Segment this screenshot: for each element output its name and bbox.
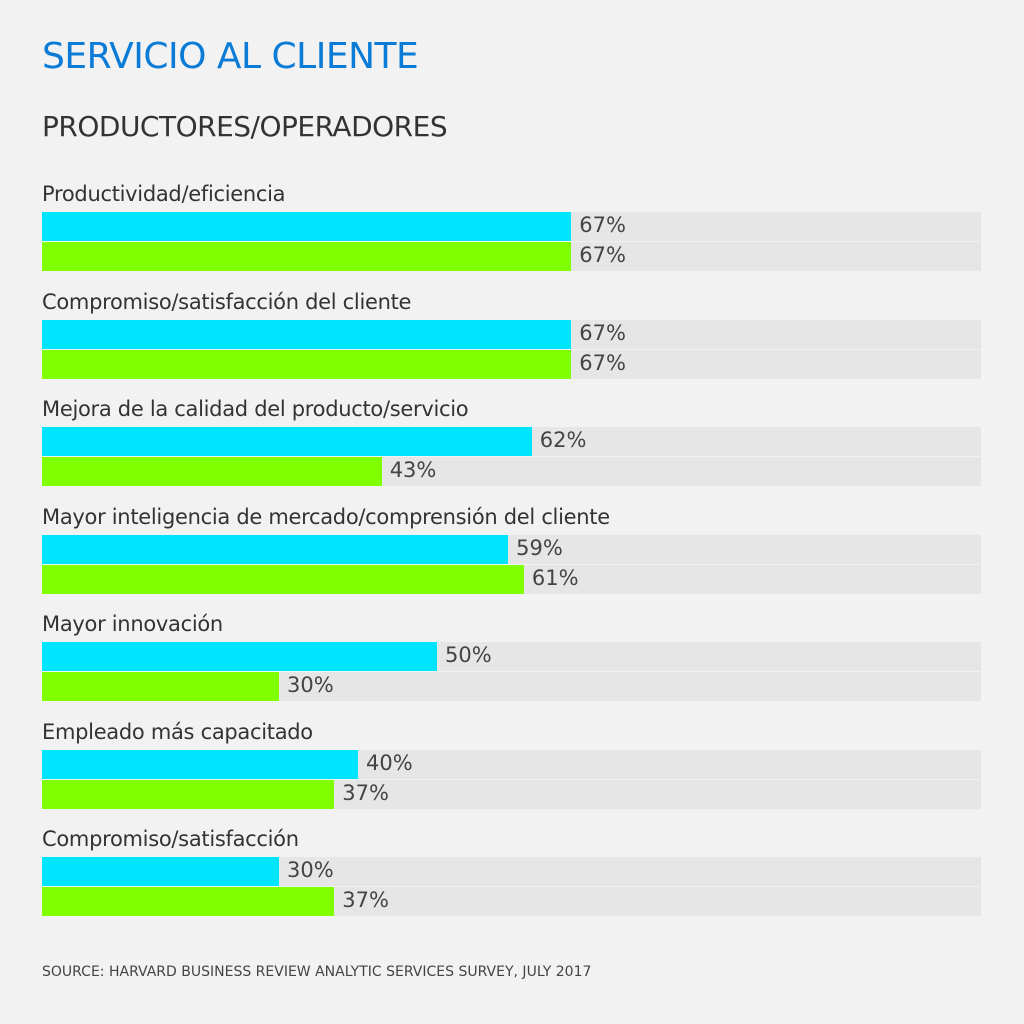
data-label: 43% (389, 458, 437, 482)
bar (42, 242, 572, 271)
chart-title: SERVICIO AL CLIENTE (42, 36, 419, 77)
data-label: 62% (539, 428, 587, 452)
bar (42, 672, 279, 701)
data-label: 67% (579, 213, 626, 237)
bar-track: 43% (42, 457, 981, 486)
bar-track: 37% (42, 779, 981, 809)
bar-track: 67% (42, 319, 981, 349)
bar-track: 67% (42, 212, 981, 241)
bar-track: 30% (42, 857, 981, 886)
category-label: Productividad/eficiencia (42, 182, 286, 206)
category-label: Mayor innovación (42, 612, 223, 636)
data-label: 59% (516, 535, 563, 560)
bar-track: 40% (42, 749, 981, 779)
bar (42, 857, 279, 886)
bar-track: 67% (42, 349, 981, 379)
bar (42, 349, 572, 379)
data-label: 61% (531, 565, 579, 590)
bar (42, 534, 509, 564)
bar (42, 457, 382, 486)
bar (42, 887, 335, 916)
data-label: 37% (342, 888, 389, 912)
bar-track: 50% (42, 642, 981, 671)
data-label: 50% (445, 643, 492, 667)
bar-track: 37% (42, 887, 981, 916)
bar (42, 779, 335, 809)
bar-track: 61% (42, 564, 981, 594)
data-label: 37% (342, 780, 389, 805)
category-label: Compromiso/satisfacción del cliente (42, 289, 412, 314)
bar (42, 749, 358, 779)
data-label: 40% (366, 750, 413, 775)
bar (42, 642, 437, 671)
category-label: Mayor inteligencia de mercado/comprensió… (42, 504, 610, 529)
bar-track: 59% (42, 534, 981, 564)
source-note: SOURCE: HARVARD BUSINESS REVIEW ANALYTIC… (42, 964, 592, 980)
data-label: 30% (287, 673, 334, 697)
bar-track: 30% (42, 672, 981, 701)
category-label: Empleado más capacitado (42, 719, 313, 744)
chart-subtitle: PRODUCTORES/OPERADORES (42, 110, 448, 143)
bar (42, 319, 572, 349)
bar-track: 62% (42, 427, 981, 456)
data-label: 67% (579, 243, 626, 267)
bar (42, 427, 532, 456)
data-label: 67% (579, 350, 626, 375)
category-label: Mejora de la calidad del producto/servic… (42, 397, 469, 421)
bar-track: 67% (42, 242, 981, 271)
bar (42, 212, 572, 241)
category-label: Compromiso/satisfacción (42, 827, 299, 851)
data-label: 67% (579, 320, 626, 345)
bar (42, 564, 524, 594)
data-label: 30% (287, 858, 334, 882)
